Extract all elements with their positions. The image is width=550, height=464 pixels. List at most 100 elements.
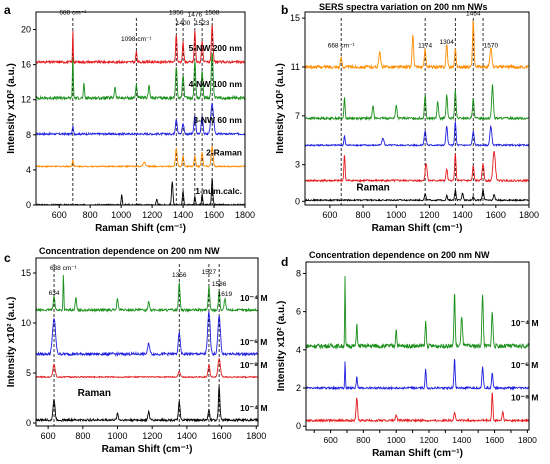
y-tick-label: 4 [26, 165, 31, 175]
peak-annotation: 634 [49, 290, 60, 297]
peak-annotation: 1588 [205, 10, 220, 17]
y-tick-label: 0 [295, 196, 300, 206]
chart-title: Concentration dependence on 200 nm NW [39, 246, 220, 256]
series-label: 5-NW 200 nm [189, 43, 243, 53]
axes-frame [304, 11, 530, 206]
series-label: 2-Raman [206, 147, 242, 157]
y-axis-label: Intensity x10² (a.u.) [6, 297, 17, 388]
y-tick-label: 0 [26, 418, 31, 428]
series-label: 10⁻⁴ M [240, 293, 268, 303]
peak-annotation: 1098 cm⁻¹ [121, 36, 152, 43]
x-tick-label: 1200 [420, 435, 439, 445]
x-tick-label: 1000 [386, 210, 406, 220]
y-tick-label: 5 [26, 368, 31, 378]
peak-annotation: 1570 [484, 42, 499, 49]
axes-frame [305, 261, 530, 431]
y-tick-label: 3 [295, 160, 300, 170]
x-tick-label: 800 [356, 210, 371, 220]
y-tick-label: 7 [295, 111, 300, 121]
x-tick-label: 600 [41, 431, 56, 441]
y-tick-label: 2 [296, 383, 301, 393]
spectrum-green [36, 274, 258, 313]
x-tick-label: 1400 [453, 210, 473, 220]
chart-title: Concentration dependence on 200 nm NW [309, 250, 490, 260]
x-tick-label: 800 [83, 210, 98, 220]
x-tick-label: 1200 [142, 431, 162, 441]
x-axis-label: Raman Shift (cm⁻¹) [102, 444, 193, 455]
spectrum-green [305, 84, 529, 122]
series-group [306, 276, 529, 423]
series-label: 10⁻⁴ M [511, 318, 539, 328]
y-tick-label: 8 [26, 130, 31, 140]
x-tick-label: 600 [52, 210, 67, 220]
axes-frame [35, 11, 246, 206]
series-label: 10⁻⁸ M [240, 360, 267, 370]
x-tick-label: 1400 [177, 431, 197, 441]
x-tick-label: 600 [322, 210, 337, 220]
x-tick-label: 1400 [452, 435, 471, 445]
y-tick-label: 20 [21, 25, 31, 35]
panel-letter: c [4, 251, 11, 265]
peak-annotation: 1619 [218, 291, 233, 298]
x-tick-label: 1600 [486, 210, 506, 220]
peak-annotation: 1586 [212, 281, 227, 288]
series-label: 10⁻⁶ M [511, 360, 538, 370]
y-axis-label: Intensity x10² (a.u.) [6, 63, 17, 154]
y-axis-label: Intensity x10² (a.u.) [276, 301, 287, 392]
series-label: 3-NW 60 nm [193, 115, 242, 125]
panel-a: a 600 800 1000 1200 1400 1600 1800 0 4 8 12 16 20 Rama… [4, 3, 255, 234]
panel-d: d 600 800 1000 1200 1400 1600 1800 0 2 4 6 8 Raman Sh… [276, 250, 539, 459]
spectrum-black [305, 187, 529, 203]
spectrum-orange [305, 20, 529, 71]
y-axis-label: Intensity x10² (a.u.) [275, 63, 286, 154]
peak-annotation: 1356 [169, 10, 184, 17]
spectrum-red [306, 392, 529, 423]
x-tick-label: 1000 [387, 435, 406, 445]
x-tick-label: 1800 [235, 210, 255, 220]
y-tick-label: 12 [21, 95, 31, 105]
inline-label: Raman [78, 388, 111, 399]
y-tick-label: 6 [296, 307, 301, 317]
peak-annotation: 1523 [195, 20, 210, 27]
x-tick-label: 1000 [111, 210, 131, 220]
peak-annotation: 1527 [202, 269, 217, 276]
series-label: 4-NW 100 nm [189, 79, 243, 89]
spectrum-green [36, 52, 245, 102]
spectrum-red [305, 150, 529, 183]
x-tick-label: 1600 [485, 435, 504, 445]
x-axis-label: Raman Shift (cm⁻¹) [95, 223, 186, 234]
axes-frame [35, 257, 259, 427]
x-tick-label: 1400 [173, 210, 193, 220]
spectrum-red [36, 357, 258, 379]
series-label: 10⁻⁶ M [240, 337, 267, 347]
peak-annotation: 1476 [188, 11, 203, 18]
panel-c: c 600 800 1000 1200 1400 1600 1800 0 5 10 15 Raman S… [4, 246, 268, 455]
peak-annotation: 1304 [439, 39, 454, 46]
chart-title: SERS spectra variation on 200 nm NWs [319, 2, 488, 12]
x-tick-label: 1200 [142, 210, 162, 220]
peak-annotation: 1174 [418, 42, 432, 49]
peak-annotation: 1356 [172, 272, 187, 279]
x-tick-label: 800 [356, 435, 370, 445]
peak-annotation: 1464 [466, 11, 481, 18]
y-tick-label: 10 [21, 318, 31, 328]
spectrum-blue [36, 311, 258, 358]
y-tick-label: 15 [290, 13, 300, 23]
y-tick-label: 15 [21, 268, 31, 278]
x-tick-label: 600 [324, 435, 338, 445]
x-tick-label: 800 [75, 431, 90, 441]
x-tick-label: 1600 [204, 210, 224, 220]
peak-annotation: 688 cm⁻¹ [59, 10, 87, 17]
spectrum-orange [36, 146, 245, 169]
y-tick-label: 8 [296, 268, 301, 278]
series-group [305, 20, 529, 203]
series-label: 10⁻⁴ M [240, 403, 268, 413]
spectrum-black [36, 385, 258, 423]
series-group [36, 274, 258, 423]
x-tick-label: 1000 [108, 431, 128, 441]
series-label: 1-num.calc. [195, 186, 242, 196]
peak-annotation: 688 cm⁻¹ [50, 265, 78, 272]
y-tick-label: 16 [21, 60, 31, 70]
x-tick-label: 1600 [212, 431, 232, 441]
